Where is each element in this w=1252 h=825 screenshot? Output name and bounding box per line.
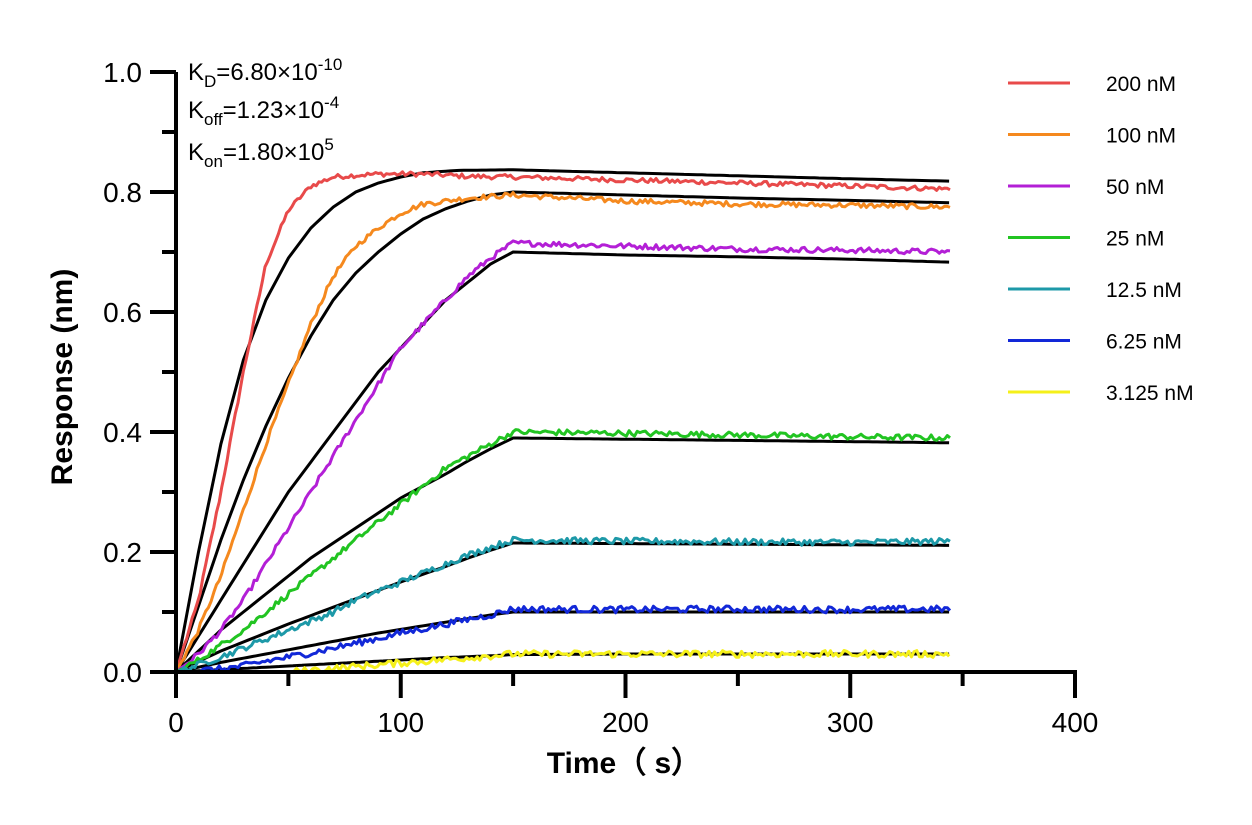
fit-line-6-25-nm: [175, 610, 950, 674]
x-tick-label: 400: [1052, 707, 1099, 738]
fit-line-100-nm: [174, 190, 950, 673]
observed-line-25-nm: [175, 428, 951, 674]
koff-sub: off: [204, 110, 223, 129]
legend-label-25-nm: 25 nM: [1106, 228, 1164, 251]
kd-mid: =6.80×10: [216, 59, 317, 86]
observed-line-3-125-nm: [288, 649, 951, 674]
kd-sup: -10: [318, 55, 343, 74]
kd-annotation: KD=6.80×10-10: [188, 55, 342, 91]
x-tick-label: 100: [377, 707, 424, 738]
x-tick-label: 200: [602, 707, 649, 738]
fit-line-50-nm: [174, 250, 950, 673]
observed-curves: [174, 170, 952, 674]
koff-mid: =1.23×10: [223, 97, 324, 124]
observed-line-200-nm: [174, 170, 951, 673]
legend: 200 nM 100 nM 50 nM 25 nM 12.5 nM 6.25 nM 3.12…: [1008, 73, 1194, 405]
fit-line-25-nm: [174, 436, 950, 674]
tick-labels: 0.0 0.2 0.4 0.6 0.8 1.0 0 100 200 300 400: [103, 57, 1098, 738]
fit-curves: [174, 168, 950, 674]
observed-line-100-nm: [174, 191, 951, 673]
x-axis-title: Time（ s）: [547, 746, 702, 780]
x-tick-label: 0: [168, 707, 184, 738]
koff-k: K: [188, 97, 204, 124]
legend-label-100-nm: 100 nM: [1106, 125, 1176, 148]
axes: [150, 70, 1077, 698]
observed-line-12-5-nm: [175, 535, 951, 674]
y-tick-label: 0.0: [103, 657, 142, 688]
legend-label-12-5-nm: 12.5 nM: [1106, 279, 1182, 302]
kon-sub: on: [204, 152, 223, 171]
y-tick-label: 0.6: [103, 297, 142, 328]
fit-line-12-5-nm: [175, 541, 950, 674]
x-tick-label: 300: [827, 707, 874, 738]
legend-label-50-nm: 50 nM: [1106, 176, 1164, 199]
kon-k: K: [188, 139, 204, 166]
kon-mid: =1.80×10: [223, 139, 324, 166]
koff-annotation: Koff=1.23×10-4: [188, 93, 339, 129]
kon-sup: 5: [324, 135, 333, 154]
kd-k: K: [188, 59, 204, 86]
y-tick-label: 0.2: [103, 537, 142, 568]
kon-annotation: Kon=1.80×105: [188, 135, 334, 171]
legend-label-6-25-nm: 6.25 nM: [1106, 331, 1182, 354]
legend-label-200-nm: 200 nM: [1106, 73, 1176, 96]
koff-sup: -4: [324, 93, 339, 112]
observed-line-50-nm: [175, 239, 951, 674]
kd-sub: D: [204, 72, 216, 91]
kinetics-annotations: KD=6.80×10-10 Koff=1.23×10-4 Kon=1.80×10…: [188, 55, 342, 171]
fit-line-200-nm: [174, 168, 950, 673]
y-tick-label: 1.0: [103, 57, 142, 88]
legend-label-3-125-nm: 3.125 nM: [1106, 382, 1194, 405]
y-axis-title: Response (nm): [46, 269, 79, 486]
observed-line-6-25-nm: [175, 604, 952, 674]
y-tick-label: 0.8: [103, 177, 142, 208]
y-tick-label: 0.4: [103, 417, 142, 448]
